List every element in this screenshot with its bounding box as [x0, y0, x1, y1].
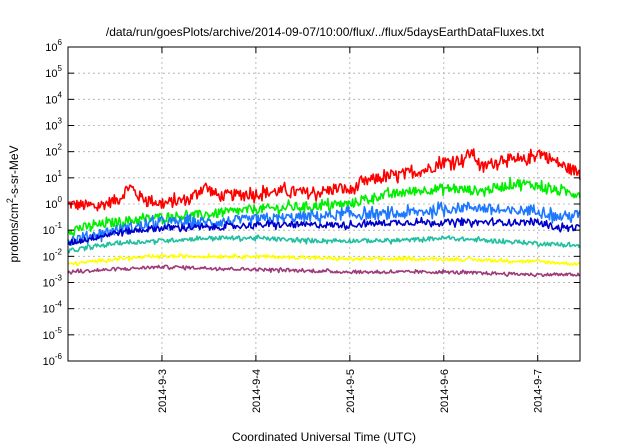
x-axis-label: Coordinated Universal Time (UTC)	[232, 430, 416, 444]
y-tick-label-base: 10	[45, 147, 57, 159]
y-tick-label: 101	[45, 169, 62, 185]
x-axis: 2014-9-3 2014-9-4 2014-9-5 2014-9-6 2014-9-7	[157, 47, 545, 413]
y-tick-label: 102	[45, 143, 62, 159]
chart-title: /data/run/goesPlots/archive/2014-09-07/1…	[106, 25, 545, 39]
y-tick-label: 10-6	[43, 352, 63, 368]
y-tick-label-base: 10	[43, 330, 55, 342]
y-axis-label-base: protons/cm	[7, 203, 21, 262]
y-tick-label-base: 10	[45, 42, 57, 54]
y-tick-label-exp: -3	[55, 274, 63, 283]
series-line-3	[67, 216, 581, 246]
y-tick-label: 10-3	[43, 274, 63, 290]
y-tick-label-exp: -4	[55, 300, 63, 309]
y-axis-label-sup: 2	[5, 198, 15, 203]
y-tick-label-exp: 6	[58, 38, 63, 47]
x-tick-label: 2014-9-6	[439, 369, 451, 413]
y-tick-label-base: 10	[43, 278, 55, 290]
y-tick-label-base: 10	[43, 225, 55, 237]
y-tick-label-exp: 1	[58, 169, 63, 178]
y-axis: 10-610-510-410-310-210-11001011021031041…	[43, 38, 580, 368]
y-tick-label-base: 10	[45, 68, 57, 80]
y-tick-label: 10-4	[43, 300, 63, 316]
y-tick-label-exp: -6	[55, 352, 63, 361]
y-tick-label-base: 10	[45, 173, 57, 185]
y-tick-label: 10-2	[43, 247, 63, 263]
y-axis-label: protons/cm2-s-sr-MeV	[5, 145, 21, 262]
series-line-4	[67, 234, 581, 254]
y-tick-label: 10-5	[43, 326, 63, 342]
series-line-5	[67, 253, 581, 267]
y-tick-label-exp: 0	[58, 195, 63, 204]
x-tick-label: 2014-9-7	[533, 369, 545, 413]
y-tick-label-base: 10	[45, 199, 57, 211]
y-tick-label: 100	[45, 195, 62, 211]
y-tick-label: 105	[45, 64, 62, 80]
series-lines	[67, 148, 581, 278]
series-line-2	[67, 201, 581, 246]
x-tick-label: 2014-9-4	[251, 369, 263, 413]
y-tick-label-exp: 3	[58, 117, 63, 126]
y-tick-label-base: 10	[45, 94, 57, 106]
y-axis-label-rest: -s-sr-MeV	[7, 145, 21, 198]
y-tick-label-exp: -1	[55, 221, 63, 230]
y-tick-label: 106	[45, 38, 62, 54]
y-tick-label-exp: 5	[58, 64, 63, 73]
series-line-0	[67, 148, 581, 212]
y-tick-label-exp: -2	[55, 247, 63, 256]
y-tick-label-exp: 4	[58, 90, 63, 99]
y-tick-label-base: 10	[43, 251, 55, 263]
y-tick-label: 10-1	[43, 221, 63, 237]
x-tick-label: 2014-9-3	[157, 369, 169, 413]
series-line-6	[67, 264, 580, 278]
y-tick-label-base: 10	[43, 356, 55, 368]
y-tick-label-exp: 2	[58, 143, 63, 152]
y-tick-label-base: 10	[45, 121, 57, 133]
y-tick-label-exp: -5	[55, 326, 63, 335]
y-tick-label: 104	[45, 90, 62, 106]
y-tick-label: 103	[45, 117, 62, 133]
x-tick-label: 2014-9-5	[345, 369, 357, 413]
y-tick-label-base: 10	[43, 304, 55, 316]
